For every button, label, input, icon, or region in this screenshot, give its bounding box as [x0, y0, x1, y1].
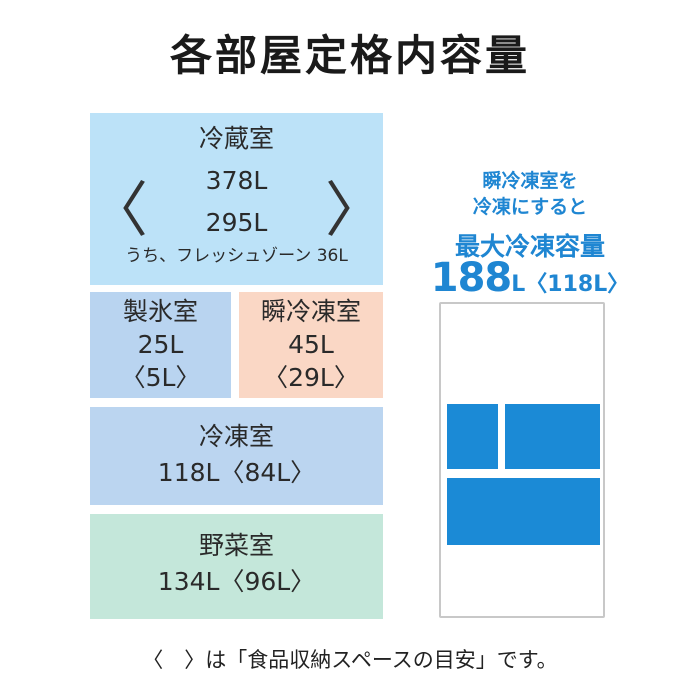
freezer-compartment: 冷凍室 118L〈84L〉 — [90, 407, 383, 505]
callout-line2: 冷凍にすると — [472, 196, 588, 218]
max-freeze-unit: L〈118L〉 — [511, 272, 630, 297]
vegetable-name: 野菜室 — [198, 531, 274, 560]
freeze-block-bottom — [447, 478, 600, 545]
ice-total: 25L — [137, 330, 184, 359]
callout-line1: 瞬冷凍室を — [482, 170, 578, 192]
footnote: 〈 〉は「食品収納スペースの目安」です。 — [142, 648, 558, 672]
freezer-name: 冷凍室 — [198, 422, 274, 451]
fridge-diagram — [439, 302, 605, 618]
refrigerator-total: 378L — [205, 166, 268, 195]
refrigerator-compartment: 冷蔵室 378L 295L うち、フレッシュゾーン 36L 〈 〉 — [88, 113, 385, 285]
callout-heading: 最大冷凍容量 — [454, 232, 605, 261]
freezer-value: 118L〈84L〉 — [157, 458, 316, 487]
ice-name: 製氷室 — [122, 297, 198, 326]
instant-freeze-name: 瞬冷凍室 — [260, 297, 361, 326]
freeze-block-small — [447, 404, 498, 469]
instant-freeze-storage: 〈29L〉 — [263, 363, 359, 392]
fresh-zone: うち、フレッシュゾーン 36L — [125, 246, 348, 266]
callout-intro: 瞬冷凍室を 冷凍にすると — [430, 168, 630, 220]
vegetable-value: 134L〈96L〉 — [157, 567, 316, 596]
callout-capacity: 188L〈118L〉 — [425, 255, 635, 301]
page-title: 各部屋定格内容量 — [169, 31, 530, 80]
vegetable-compartment: 野菜室 134L〈96L〉 — [90, 514, 383, 619]
instant-freeze-compartment: 瞬冷凍室 45L 〈29L〉 — [239, 292, 383, 398]
freeze-block-large — [505, 404, 600, 469]
max-freeze-number: 188 — [430, 255, 512, 301]
bracket-close: 〉 — [325, 176, 385, 246]
refrigerator-storage: 295L — [205, 208, 268, 237]
bracket-open: 〈 — [88, 176, 148, 246]
refrigerator-name: 冷蔵室 — [198, 124, 274, 153]
ice-storage: 〈5L〉 — [120, 363, 201, 392]
instant-freeze-total: 45L — [288, 330, 334, 359]
ice-compartment: 製氷室 25L 〈5L〉 — [90, 292, 231, 398]
